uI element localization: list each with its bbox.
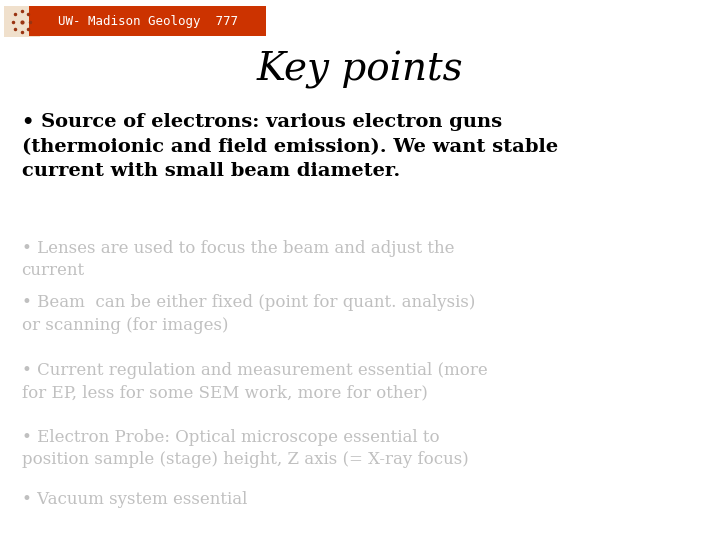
Text: • Lenses are used to focus the beam and adjust the
current: • Lenses are used to focus the beam and … bbox=[22, 240, 454, 280]
Text: • Source of electrons: various electron guns
(thermoionic and field emission). W: • Source of electrons: various electron … bbox=[22, 113, 558, 180]
Text: UW- Madison Geology  777: UW- Madison Geology 777 bbox=[58, 15, 238, 28]
Text: • Electron Probe: Optical microscope essential to
position sample (stage) height: • Electron Probe: Optical microscope ess… bbox=[22, 429, 468, 469]
Text: • Beam  can be either fixed (point for quant. analysis)
or scanning (for images): • Beam can be either fixed (point for qu… bbox=[22, 294, 475, 334]
FancyBboxPatch shape bbox=[4, 6, 40, 37]
Text: • Current regulation and measurement essential (more
for EP, less for some SEM w: • Current regulation and measurement ess… bbox=[22, 362, 487, 401]
Text: • Vacuum system essential: • Vacuum system essential bbox=[22, 491, 247, 508]
Text: Key points: Key points bbox=[257, 51, 463, 89]
FancyBboxPatch shape bbox=[29, 6, 266, 36]
